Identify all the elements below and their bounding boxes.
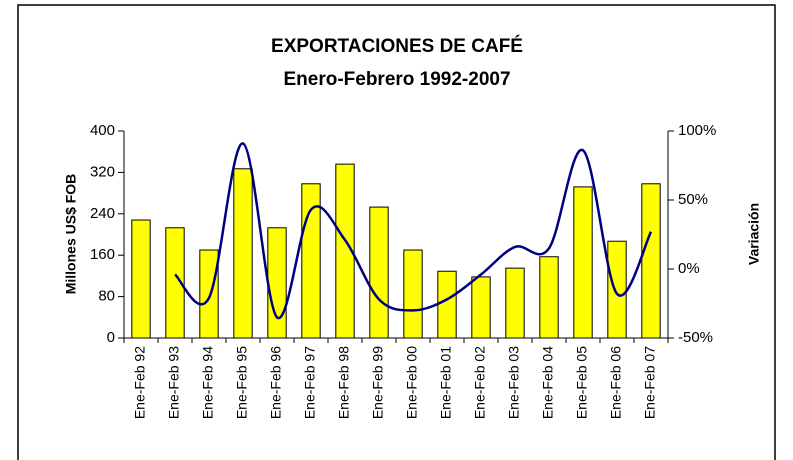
bar [641,183,661,339]
bar [437,270,457,339]
x-tick-label: Ene-Feb 06 [608,346,624,419]
x-tick-label: Ene-Feb 92 [132,346,148,419]
x-tick-label: Ene-Feb 00 [404,346,420,419]
x-tick-label: Ene-Feb 07 [642,346,658,419]
bar [131,219,151,339]
x-tick-label: Ene-Feb 04 [540,346,556,419]
y2-axis-label: Variación [746,203,762,265]
x-tick-label: Ene-Feb 05 [574,346,590,419]
y2-tick-label: 50% [678,191,708,208]
x-tick-label: Ene-Feb 01 [438,346,454,419]
x-tick-label: Ene-Feb 99 [370,346,386,419]
x-tick-label: Ene-Feb 02 [472,346,488,419]
x-tick-label: Ene-Feb 93 [166,346,182,419]
bar [573,186,593,339]
y-tick-label: 0 [107,329,115,346]
y-tick-label: 320 [90,163,115,180]
x-tick-label: Ene-Feb 98 [336,346,352,419]
y-tick-label: 240 [90,205,115,222]
y2-tick-label: 100% [678,122,716,139]
x-tick-label: Ene-Feb 95 [234,346,250,419]
line [174,142,653,319]
x-tick-label: Ene-Feb 03 [506,346,522,419]
chart-title: EXPORTACIONES DE CAFÉ [271,35,523,57]
bar [199,249,219,339]
bar [267,227,287,339]
bar [369,206,389,339]
bar [539,256,559,339]
x-tick-label: Ene-Feb 97 [302,346,318,419]
bar [505,267,525,339]
y-tick-label: 160 [90,246,115,263]
bar [403,249,423,339]
y-tick-label: 400 [90,122,115,139]
x-tick-label: Ene-Feb 96 [268,346,284,419]
bar [233,168,253,339]
y-tick-label: 80 [98,288,115,305]
chart-subtitle: Enero-Febrero 1992-2007 [283,69,510,90]
y2-tick-label: -50% [678,329,713,346]
bar [471,276,491,339]
y-axis-label: Millones US$ FOB [63,174,79,295]
x-tick-label: Ene-Feb 94 [200,346,216,419]
bar [607,240,627,339]
y2-tick-label: 0% [678,260,700,277]
